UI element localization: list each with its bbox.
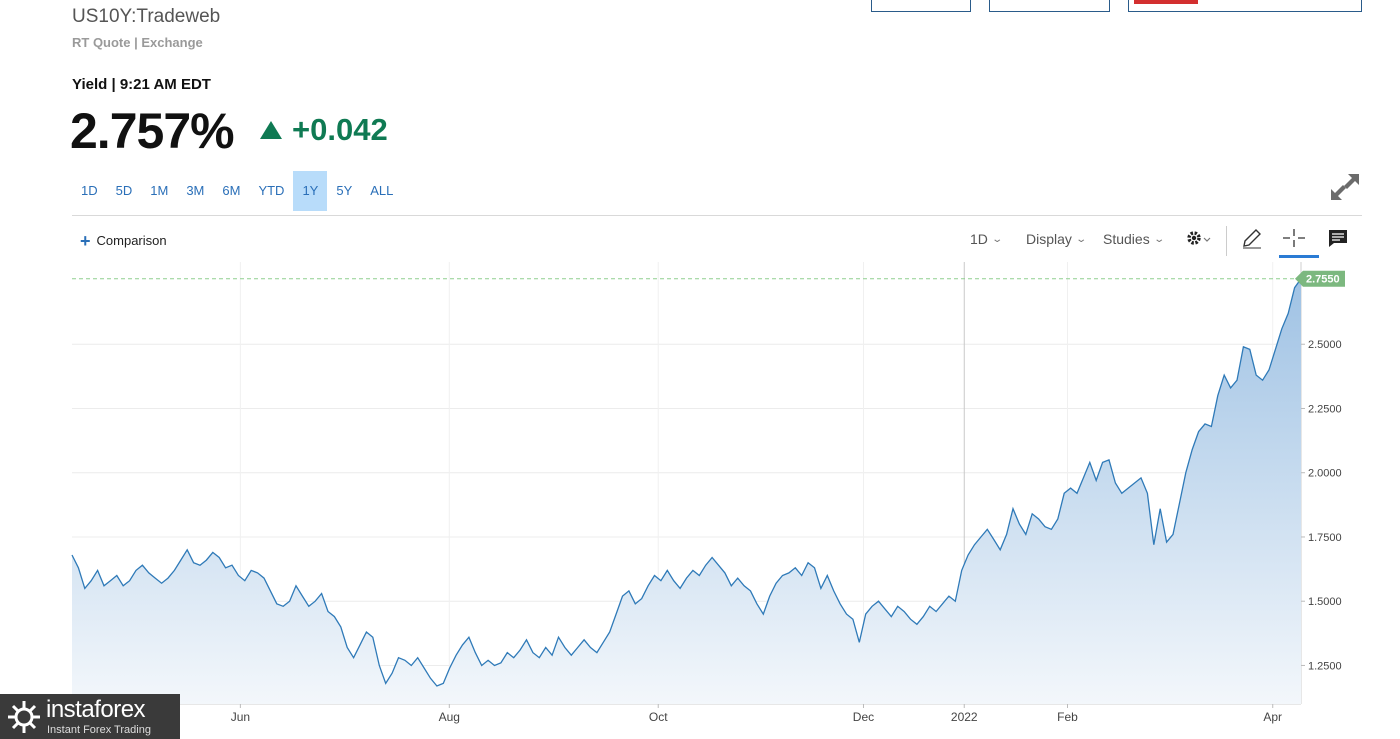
series-area (72, 278, 1301, 704)
x-tick-label: Oct (649, 710, 668, 724)
x-tick-label: Apr (1263, 710, 1282, 724)
chevron-down-icon: ⌄ (1075, 233, 1087, 245)
studies-dropdown[interactable]: Studies ⌄ (1103, 231, 1165, 247)
y-tick-label: 2.2500 (1308, 403, 1342, 415)
studies-label: Studies (1103, 231, 1150, 247)
chevron-down-icon: ⌄ (1153, 233, 1165, 245)
range-6m[interactable]: 6M (222, 183, 241, 198)
range-5y[interactable]: 5Y (336, 183, 353, 198)
brand-stripe (1134, 0, 1198, 4)
y-tick-label: 2.0000 (1308, 468, 1342, 480)
x-tick-label: 2022 (951, 710, 978, 724)
comparison-label: Comparison (96, 233, 167, 248)
range-1m[interactable]: 1M (150, 183, 169, 198)
price-value: 2.757% (70, 103, 235, 159)
brand-name: instaforex (46, 696, 146, 723)
range-1d[interactable]: 1D (81, 183, 98, 198)
x-tick-label: Aug (439, 710, 460, 724)
y-tick-label: 1.2500 (1308, 660, 1342, 672)
range-all[interactable]: ALL (370, 183, 394, 198)
x-tick-label: Jun (231, 710, 250, 724)
header-button-3[interactable] (1128, 0, 1362, 12)
crosshair-icon[interactable] (1280, 226, 1308, 252)
price-change: +0.042 (292, 112, 388, 147)
symbol-title: US10Y:Tradeweb (72, 6, 221, 27)
range-selector: 1D 5D 1M 3M 6M YTD 1Y 5Y ALL (72, 171, 402, 211)
quote-source: RT Quote | Exchange (72, 35, 203, 50)
last-value-tag (1295, 270, 1345, 287)
chevron-down-icon: ⌄ (991, 233, 1003, 245)
range-3m[interactable]: 3M (186, 183, 205, 198)
series-line (71, 278, 1302, 687)
notes-icon[interactable] (1324, 226, 1352, 252)
brand-tagline: Instant Forex Trading (47, 724, 151, 736)
header-button-1[interactable] (871, 0, 971, 12)
plus-icon: + (80, 230, 91, 251)
interval-label: 1D (970, 231, 988, 247)
yield-timestamp: Yield | 9:21 AM EDT (72, 76, 211, 93)
toolbar-divider (72, 215, 1362, 216)
last-value-label: 2.7550 (1306, 274, 1340, 286)
y-tick-label: 2.5000 (1308, 339, 1342, 351)
y-tick-label: 1.5000 (1308, 596, 1342, 608)
display-label: Display (1026, 231, 1072, 247)
range-5d[interactable]: 5D (115, 183, 133, 198)
interval-dropdown[interactable]: 1D ⌄ (970, 231, 1003, 247)
gear-icon[interactable] (1185, 226, 1213, 252)
display-dropdown[interactable]: Display ⌄ (1026, 231, 1087, 247)
active-tool-indicator (1279, 255, 1319, 258)
triangle-up-icon (260, 121, 282, 139)
x-tick-label: Dec (853, 710, 874, 724)
comparison-button[interactable]: + Comparison (80, 230, 167, 251)
header-button-2[interactable] (989, 0, 1110, 12)
range-ytd[interactable]: YTD (258, 183, 285, 198)
toolbar-separator (1226, 226, 1227, 256)
pencil-icon[interactable] (1238, 226, 1266, 252)
y-tick-label: 1.7500 (1308, 532, 1342, 544)
instaforex-logo-icon (8, 701, 40, 733)
range-1y[interactable]: 1Y (293, 171, 328, 211)
watermark: instaforex Instant Forex Trading (0, 694, 180, 739)
expand-icon[interactable] (1326, 168, 1364, 206)
x-tick-label: Feb (1057, 710, 1078, 724)
